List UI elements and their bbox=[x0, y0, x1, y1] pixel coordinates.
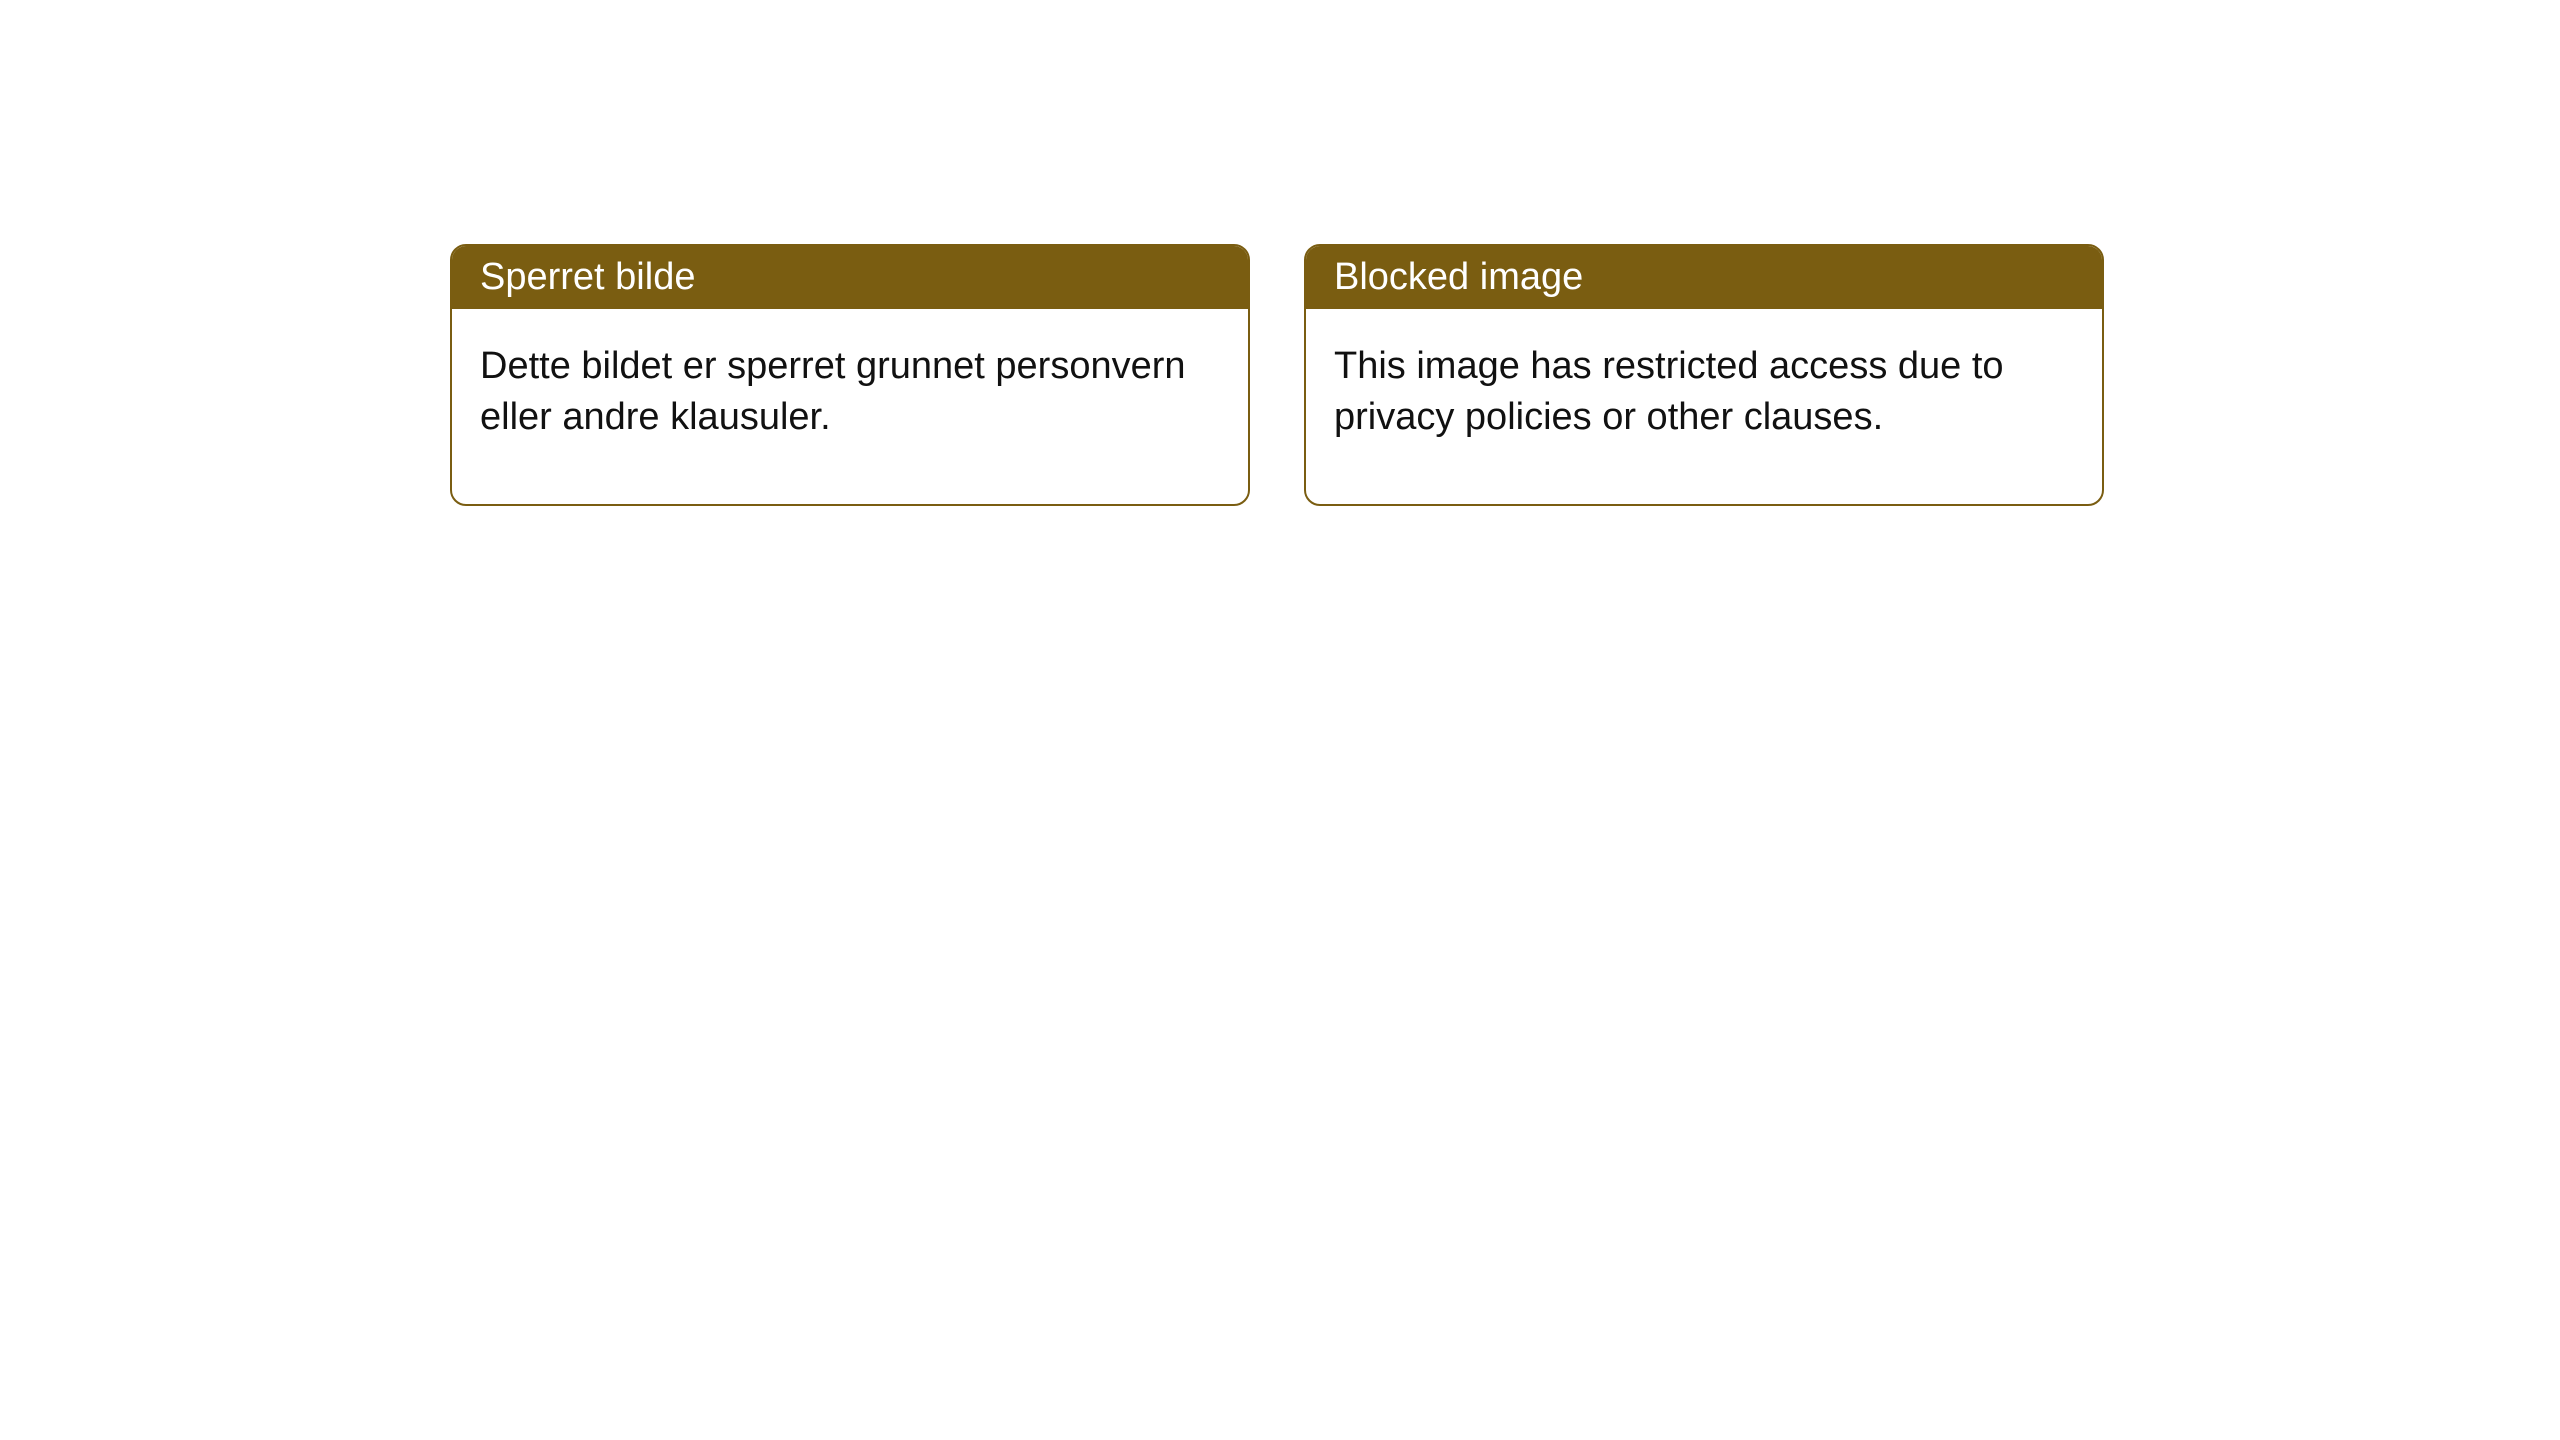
notice-card-no: Sperret bilde Dette bildet er sperret gr… bbox=[450, 244, 1250, 506]
notice-container: Sperret bilde Dette bildet er sperret gr… bbox=[450, 244, 2104, 506]
notice-card-en: Blocked image This image has restricted … bbox=[1304, 244, 2104, 506]
notice-title-no: Sperret bilde bbox=[452, 246, 1248, 309]
notice-title-en: Blocked image bbox=[1306, 246, 2102, 309]
notice-body-en: This image has restricted access due to … bbox=[1306, 309, 2102, 504]
notice-body-no: Dette bildet er sperret grunnet personve… bbox=[452, 309, 1248, 504]
